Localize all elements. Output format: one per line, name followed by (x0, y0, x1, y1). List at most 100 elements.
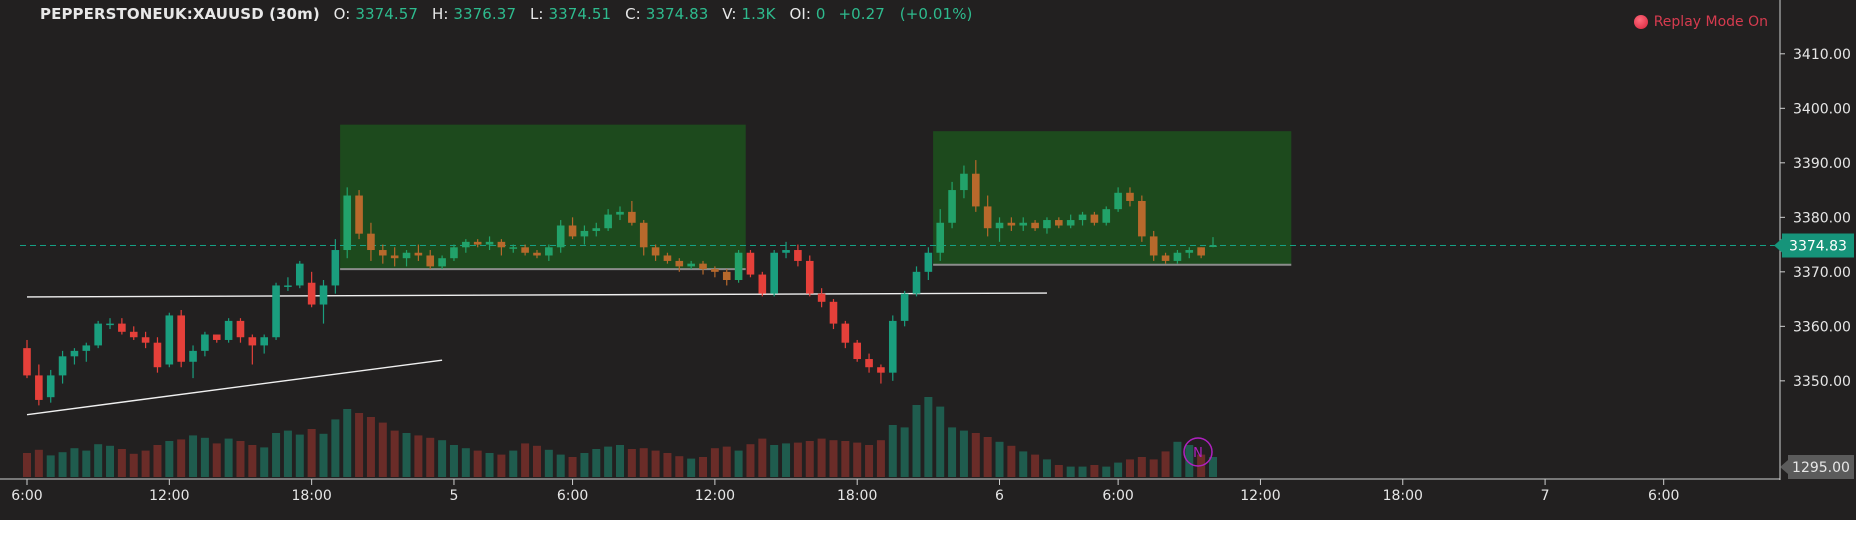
volume-bar (805, 441, 814, 477)
candle (414, 244, 423, 261)
candle (580, 225, 589, 245)
candle-body (734, 252, 743, 281)
candle-body (367, 233, 375, 251)
volume-bar (627, 449, 636, 477)
candle-body (260, 337, 268, 346)
candle (295, 260, 304, 289)
candle (888, 315, 897, 381)
candle (651, 244, 660, 261)
candle (284, 277, 292, 291)
trend-line (26, 292, 1047, 298)
volume-bar (319, 433, 328, 477)
x-tick-label: 12:00 (1240, 488, 1280, 504)
candle-body (924, 252, 933, 272)
candle-body (1149, 236, 1158, 256)
volume-bar (663, 453, 672, 477)
candle-body (58, 356, 67, 376)
volume-bar (1090, 465, 1099, 477)
candle-body (272, 285, 280, 338)
candle (485, 236, 494, 251)
volume-bar (497, 454, 506, 477)
volume-bar (212, 443, 221, 477)
last-price-label: 3374.83 (1789, 239, 1847, 255)
x-tick-label: 6:00 (1648, 488, 1679, 504)
candle (1173, 250, 1182, 264)
volume-bar (46, 455, 55, 477)
x-tick-label: 18:00 (1383, 488, 1423, 504)
y-tick-label: 3360.00 (1793, 319, 1851, 335)
candle-body (1007, 222, 1016, 226)
volume-bar (272, 433, 281, 477)
candle-body (1019, 222, 1028, 226)
candle-body (319, 285, 328, 305)
volume-bar (117, 449, 126, 477)
bottom-margin (0, 520, 1856, 551)
candle (746, 250, 755, 278)
candle-body (1090, 214, 1099, 223)
replay-mode-indicator[interactable]: Replay Mode On (1633, 14, 1768, 30)
volume-bar (129, 453, 138, 477)
candle-body (616, 211, 624, 215)
candlestick-chart[interactable]: N 3410.00 3400.00 3390.00 3380.00 3370.00 3360… (0, 0, 1856, 520)
volume-bar (283, 430, 292, 477)
candle-body (604, 214, 612, 229)
candle (817, 288, 826, 308)
volume-bar (343, 409, 352, 477)
volume-bar (94, 444, 103, 477)
candle-body (450, 247, 458, 259)
volume-bar (1066, 466, 1075, 477)
volume-bar (699, 457, 708, 477)
volume-bar (1125, 459, 1134, 477)
candle (995, 217, 1004, 242)
candle-body (402, 252, 411, 259)
volume-bar (1173, 441, 1182, 477)
volume-bar (1185, 445, 1194, 477)
volume-bar (924, 397, 933, 477)
candle (141, 331, 150, 349)
candle (426, 250, 435, 270)
candle-body (1066, 220, 1075, 226)
symbol-name[interactable]: PEPPERSTONEUK:XAUUSD (30m) (40, 5, 320, 23)
volume-bar (604, 446, 613, 477)
chart-container[interactable]: N 3410.00 3400.00 3390.00 3380.00 3370.00 3360… (0, 0, 1856, 520)
candle-body (746, 252, 755, 275)
candle-body (580, 230, 589, 237)
candle-body (805, 260, 814, 294)
candle (58, 350, 67, 384)
volume-bar (248, 445, 257, 477)
x-tick-label: 6 (995, 488, 1004, 504)
axes-layer: N 3410.00 3400.00 3390.00 3380.00 3370.00 3360… (0, 0, 1854, 504)
volume-bar (1007, 445, 1016, 477)
candle-body (545, 247, 553, 256)
candle-body (379, 250, 387, 256)
candle (794, 244, 802, 267)
volume-bar (366, 417, 375, 477)
zone-box (933, 131, 1292, 265)
candle (972, 160, 980, 212)
candle (1043, 217, 1051, 234)
volume-bar (165, 441, 174, 477)
volume-bar (378, 422, 387, 477)
volume-bar (1149, 459, 1158, 477)
candle (924, 247, 933, 281)
candle-body (1197, 247, 1205, 256)
high-value: 3376.37 (453, 5, 517, 23)
candle (46, 369, 55, 403)
volume-bar (141, 450, 150, 477)
candle-body (936, 222, 945, 253)
candle (877, 364, 885, 384)
candle-body (118, 323, 126, 332)
candle (604, 209, 612, 231)
volume-bar (580, 453, 589, 477)
volume-bar (224, 438, 233, 477)
candle-body (284, 285, 292, 287)
candle-body (972, 173, 980, 207)
candle-body (651, 247, 660, 256)
candle (402, 250, 411, 267)
candle-body (675, 260, 684, 267)
candle-body (1055, 220, 1063, 226)
candle (1161, 252, 1170, 264)
candle (770, 250, 778, 297)
x-tick-label: 12:00 (695, 488, 735, 504)
candle-body (829, 301, 838, 324)
